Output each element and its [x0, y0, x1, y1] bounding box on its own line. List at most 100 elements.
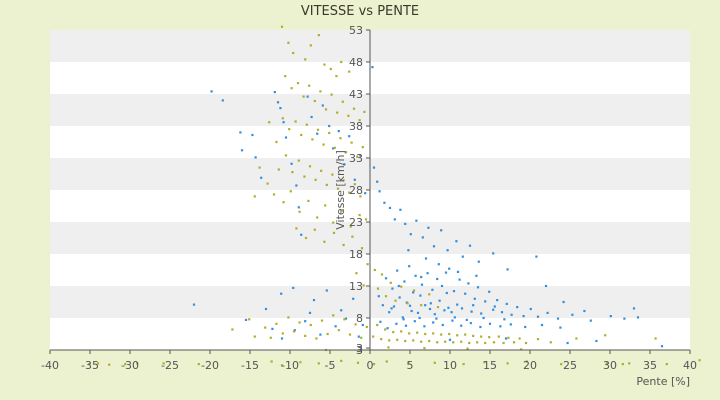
data-point-blue — [297, 206, 300, 209]
data-point-olive — [281, 117, 284, 120]
data-point-blue — [421, 236, 424, 239]
data-point-olive — [385, 360, 388, 363]
data-point-blue — [453, 316, 456, 319]
data-point-olive — [353, 183, 356, 186]
data-point-olive — [296, 82, 300, 85]
data-point-blue — [595, 339, 598, 343]
data-point-blue — [353, 178, 356, 181]
data-point-blue — [524, 325, 527, 329]
data-point-olive — [298, 210, 301, 213]
data-point-olive — [654, 337, 657, 340]
x-tick-label: 25 — [563, 359, 577, 372]
data-point-blue — [254, 156, 257, 159]
chart-title: VITESSE vs PENTE — [301, 4, 419, 19]
data-point-blue — [403, 280, 406, 283]
data-point-blue — [465, 318, 468, 321]
data-point-olive — [436, 341, 439, 344]
data-point-blue — [488, 290, 491, 293]
data-point-blue — [504, 337, 508, 340]
data-point-blue — [559, 326, 562, 329]
data-point-blue — [412, 291, 415, 294]
data-point-blue — [432, 245, 436, 248]
data-point-blue — [571, 313, 574, 316]
data-point-olive — [448, 332, 451, 336]
data-point-blue — [423, 325, 426, 328]
data-point-blue — [316, 132, 319, 135]
data-point-olive — [332, 231, 336, 234]
data-point-olive — [348, 333, 352, 336]
x-tick-label: 0 — [367, 359, 374, 372]
data-point-olive — [323, 63, 326, 66]
data-point-olive — [343, 318, 346, 321]
data-point-olive — [373, 268, 376, 272]
data-point-olive — [362, 284, 365, 287]
data-point-blue — [280, 337, 284, 340]
data-point-blue — [273, 91, 276, 94]
data-point-olive — [376, 323, 379, 327]
y-tick-label: 18 — [349, 248, 363, 261]
y-tick-label: 38 — [349, 120, 363, 133]
data-point-olive — [336, 111, 339, 114]
data-point-olive — [376, 287, 380, 290]
data-point-blue — [290, 162, 293, 165]
data-point-blue — [312, 299, 316, 302]
data-point-olive — [311, 138, 314, 141]
data-point-olive — [324, 108, 328, 111]
data-point-blue — [566, 341, 569, 345]
data-point-blue — [424, 304, 427, 307]
data-point-olive — [483, 361, 486, 364]
data-point-blue — [500, 311, 504, 314]
data-point-olive — [420, 304, 423, 307]
data-point-blue — [437, 263, 440, 266]
data-point-blue — [420, 275, 423, 279]
data-point-blue — [210, 90, 213, 93]
data-point-olive — [307, 199, 310, 202]
data-point-blue — [292, 286, 295, 289]
x-tick-group: -40 -35 -30 -25 -20 -15 -10 -5 0 5 10 15 20 25 30 35 40 — [41, 350, 697, 372]
data-point-blue — [426, 272, 429, 275]
data-point-olive — [304, 58, 307, 61]
data-point-olive — [304, 334, 307, 337]
data-point-blue — [284, 136, 288, 139]
data-point-blue — [540, 323, 544, 327]
data-point-blue — [419, 294, 422, 297]
x-tick-label: -10 — [281, 359, 299, 372]
data-point-olive — [359, 195, 362, 198]
data-point-olive — [452, 341, 455, 344]
y-tick-label: 3 — [356, 344, 363, 357]
data-point-blue — [344, 317, 348, 320]
data-point-olive — [326, 332, 329, 336]
data-point-olive — [302, 95, 305, 98]
y-tick-label: 33 — [349, 152, 363, 165]
data-point-blue — [361, 323, 364, 327]
data-point-olive — [314, 178, 317, 181]
data-point-olive — [512, 341, 516, 344]
data-point-olive — [472, 334, 475, 337]
data-point-olive — [162, 362, 165, 365]
data-point-olive — [342, 179, 345, 182]
data-point-olive — [266, 182, 269, 185]
data-point-blue — [535, 255, 538, 258]
data-point-olive — [253, 335, 256, 338]
data-point-olive — [280, 364, 284, 367]
data-point-olive — [387, 346, 390, 349]
data-point-blue — [383, 201, 386, 204]
data-point-olive — [355, 272, 358, 275]
data-point-blue — [398, 296, 401, 299]
data-point-olive — [253, 195, 256, 198]
data-point-blue — [544, 284, 548, 288]
data-point-blue — [251, 133, 254, 137]
data-point-blue — [660, 345, 664, 348]
data-point-olive — [363, 110, 366, 113]
data-point-blue — [392, 305, 396, 308]
data-point-blue — [589, 319, 592, 322]
data-point-blue — [479, 325, 482, 329]
data-point-blue — [413, 320, 416, 323]
data-point-blue — [343, 163, 346, 166]
data-point-blue — [408, 304, 412, 307]
data-point-olive — [492, 341, 496, 344]
data-point-blue — [444, 271, 448, 274]
data-point-olive — [349, 225, 352, 228]
data-point-olive — [460, 340, 463, 343]
data-point-blue — [408, 265, 411, 268]
